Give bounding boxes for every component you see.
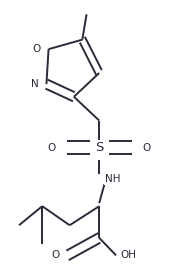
Text: OH: OH bbox=[121, 250, 137, 260]
Text: O: O bbox=[48, 142, 56, 153]
Text: O: O bbox=[143, 142, 151, 153]
Text: O: O bbox=[52, 250, 60, 260]
Text: O: O bbox=[33, 44, 41, 54]
Text: S: S bbox=[95, 141, 103, 154]
Text: N: N bbox=[31, 79, 39, 89]
Text: NH: NH bbox=[105, 174, 121, 184]
